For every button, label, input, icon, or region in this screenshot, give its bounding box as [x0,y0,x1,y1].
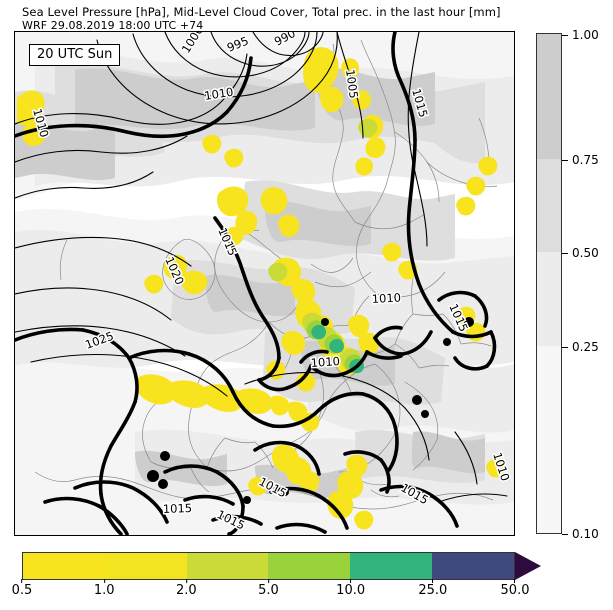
cloud-cover-layer [15,32,514,535]
cloud-colorbar-tick: 0.75 [562,154,599,166]
cloud-colorbar-segment [537,158,561,253]
map-canvas: 990 995 1000 1005 1010 1010 1015 1015 1020 1015 10… [15,32,514,535]
isobars-thick-layer [15,32,497,535]
chart-header: Sea Level Pressure [hPa], Mid-Level Clou… [22,5,542,32]
precip-colorbar-segment [268,553,351,579]
cloud-colorbar-tick: 0.10 [562,528,599,540]
cloud-colorbar-segment [537,345,561,533]
precip-colorbar-overflow-arrow [515,552,541,580]
isobar-label: 1010 [371,290,401,306]
precip-colorbar-segment [23,553,105,579]
page-subtitle: WRF 29.08.2019 18:00 UTC +74 [22,19,204,32]
map-svg: 9909951000100510101010101510151020101510… [15,32,514,535]
page-title: Sea Level Pressure [hPa], Mid-Level Clou… [22,5,501,19]
precip-colorbar-bands [22,552,515,580]
isobar-closed-centers [147,317,474,504]
precip-colorbar-segment [432,553,514,579]
precip-colorbar-tick: 1.0 [94,579,115,598]
cloud-colorbar-segment [537,34,561,159]
precip-colorbar-tick: 10.0 [336,579,365,598]
precip-colorbar-tick: 50.0 [501,579,529,598]
cloud-colorbar-tick: 0.50 [562,247,599,259]
cloud-colorbar-tick: 1.00 [562,29,599,41]
precip-colorbar-segment [350,553,433,579]
isobar-label: 1010 [203,85,234,103]
cloud-colorbar-tick: 0.25 [562,341,599,353]
isobar-label: 1005 [343,68,361,99]
isobar-label: 1010 [310,354,340,370]
cloud-cover-colorbar [536,33,562,534]
precip-colorbar-tick: 25.0 [418,579,447,598]
valid-time-badge: 20 UTC Sun [29,44,121,66]
cloud-colorbar-segment [537,252,561,346]
precip-colorbar-tick: 2.0 [176,579,197,598]
precip-colorbar-segment [104,553,187,579]
isobars-thin-layer [15,32,508,503]
precip-colorbar-ticks: 0.5 1.0 2.0 5.0 10.0 25.0 50.0 [12,579,592,603]
isobar-label: 1015 [163,501,193,516]
cloud-cover-colorbar-ticks: 1.00 0.75 0.50 0.25 0.10 [562,29,612,540]
precip-colorbar [22,552,592,582]
precipitation-layer [17,47,506,530]
weather-map[interactable]: 990 995 1000 1005 1010 1010 1015 1015 1020 1015 10… [14,31,515,536]
precip-colorbar-tick: 0.5 [12,579,32,598]
precip-colorbar-segment [186,553,269,579]
precip-colorbar-tick: 5.0 [258,579,279,598]
